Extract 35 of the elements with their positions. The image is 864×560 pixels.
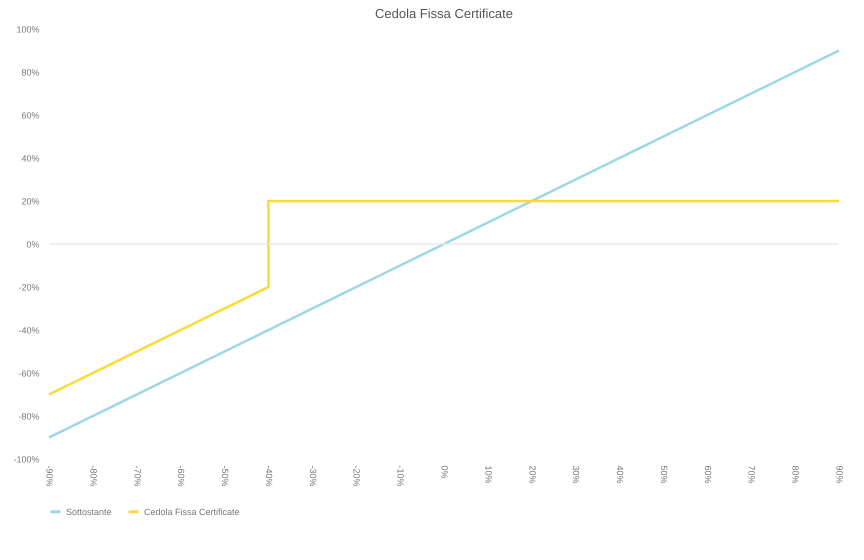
x-tick-label: 20%: [527, 466, 538, 484]
y-tick-label: -20%: [18, 282, 40, 292]
x-tick-label: 80%: [790, 466, 801, 484]
y-tick-label: 20%: [21, 196, 40, 206]
x-tick-label: 0%: [440, 466, 450, 479]
x-tick-label: 70%: [746, 466, 757, 484]
x-tick-label: -80%: [88, 466, 98, 487]
x-tick-label: -60%: [176, 466, 186, 487]
y-tick-label: 40%: [21, 154, 40, 164]
line-series: [48, 49, 840, 439]
y-tick-label: -80%: [18, 412, 40, 422]
line-series: [48, 200, 840, 396]
x-tick-label: -90%: [44, 466, 54, 487]
y-tick-label: 0%: [26, 240, 40, 250]
chart-title: Cedola Fissa Certificate: [375, 6, 513, 21]
x-tick-label: 10%: [483, 466, 494, 484]
y-tick-label: -40%: [18, 326, 40, 336]
x-tick-label: -70%: [132, 466, 142, 487]
x-tick-label: -10%: [396, 466, 406, 487]
y-tick-label: 60%: [21, 110, 40, 120]
legend-label: Sottostante: [66, 506, 112, 517]
x-tick-label: 40%: [615, 466, 626, 484]
x-tick-label: 90%: [834, 466, 844, 484]
y-tick-label: 100%: [16, 24, 40, 34]
legend-label: Cedola Fissa Certificate: [144, 506, 240, 517]
x-tick-label: -30%: [308, 466, 318, 487]
x-tick-label: 30%: [571, 466, 582, 484]
y-tick-label: 80%: [21, 68, 40, 78]
y-tick-label: -60%: [18, 368, 40, 378]
x-tick-label: -40%: [264, 466, 274, 487]
x-tick-label: 50%: [658, 466, 669, 484]
x-tick-label: -50%: [220, 466, 230, 487]
x-tick-label: 60%: [702, 466, 713, 484]
x-tick-label: -20%: [352, 466, 362, 487]
y-tick-label: -100%: [13, 454, 40, 464]
